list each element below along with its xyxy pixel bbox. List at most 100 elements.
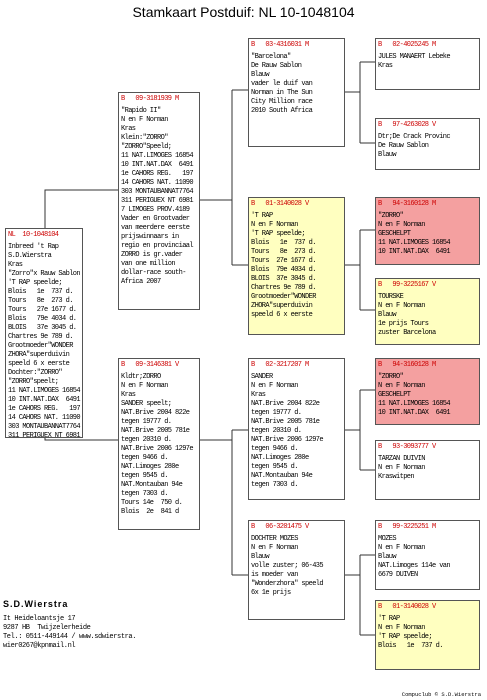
ring-number: NL 10-1048104 xyxy=(8,231,59,239)
pigeon-info: Blauw xyxy=(251,553,270,561)
pigeon-info: "Wonderzhora" speeld xyxy=(251,580,324,588)
pigeon-info: prijswinnaars in xyxy=(121,233,179,241)
pigeon-info: 10 INT.NAT.DAX 6491 xyxy=(121,161,194,169)
pigeon-info: Tours 27e 1677 d. xyxy=(8,306,77,314)
pigeon-info: Blauw xyxy=(378,151,397,159)
pigeon-info: Kraswitpen xyxy=(378,473,415,481)
pigeon-info: N en F Norman xyxy=(251,382,298,390)
pigeon-info: 311 PERIGUEX NT 6981 xyxy=(8,432,81,438)
pigeon-info: N en F Norman xyxy=(378,221,425,229)
pigeon-info: N en F Norman xyxy=(378,464,425,472)
pigeon-info: van meerdere eerste xyxy=(121,224,190,232)
pigeon-info: MOZES xyxy=(378,535,397,543)
connector xyxy=(44,189,118,441)
pigeon-info: Dochter:"ZORRO" xyxy=(8,369,63,377)
pigeon-info: 303 MONTAUBANNAT7764 xyxy=(8,423,81,431)
pigeon-info: speeld 6 x eerste xyxy=(8,360,70,368)
pigeon-info: Blois 1e 737 d. xyxy=(378,642,443,650)
pigeon-info: "ZORRO" xyxy=(378,373,404,381)
pigeon-info: NAT.Montauban 94e xyxy=(121,481,183,489)
pigeon-info: Blauw xyxy=(378,553,397,561)
ring-number: B 99-3225167 V xyxy=(378,281,436,289)
pigeon-info: 303 MONTAUBANNAT7764 xyxy=(121,188,194,196)
pigeon-info: Kras xyxy=(121,391,136,399)
pigeon-box: NL 10-1048104 Inbreed 't Rap S.D.Wierstra K… xyxy=(5,228,83,438)
pigeon-info: Kras xyxy=(251,391,266,399)
owner-line: 9287 HB Twijzelerheide xyxy=(3,624,91,632)
pigeon-info: "Barcelona" xyxy=(251,53,291,61)
pigeon-info: vader le duif van xyxy=(251,80,313,88)
pigeon-box: B 99-3225167 V TOURSKE N en F Norman Blauw 1… xyxy=(375,278,480,345)
owner-name: S.D.Wierstra xyxy=(3,599,69,609)
pigeon-info: N en F Norman xyxy=(378,544,425,552)
pigeon-info: NAT.Brive 2004 822e xyxy=(251,400,320,408)
pigeon-info: 11 NAT.LIMOGES 16854 xyxy=(121,152,194,160)
pigeon-info: DOCHTER MOZES xyxy=(251,535,298,543)
pigeon-info: 11 NAT.LIMOGES 16854 xyxy=(378,400,451,408)
connector xyxy=(345,61,375,144)
pigeon-info: Africa 2007 xyxy=(121,278,161,286)
pigeon-info: ZHORA"superduivin xyxy=(8,351,70,359)
ring-number: B 02-4025245 M xyxy=(378,41,436,49)
pigeon-box: B 01-3140028 V 'T RAP N en F Norman 'T RAP … xyxy=(248,197,345,335)
pigeon-info: Kras xyxy=(121,125,136,133)
pigeon-info: Grootmoeder"WONDER xyxy=(8,342,73,350)
pigeon-info: Blauw xyxy=(251,71,270,79)
ring-number: B 06-3201475 V xyxy=(251,523,309,531)
pigeon-info: SANDER xyxy=(251,373,273,381)
pigeon-info: Inbreed 't Rap xyxy=(8,243,59,251)
pigeon-info: Blois 2e 841 d xyxy=(121,508,179,516)
pigeon-info: tegen 20310 d. xyxy=(251,427,302,435)
pigeon-info: 11 NAT.LIMOGES 16854 xyxy=(378,239,451,247)
pigeon-info: volle zuster; 06-435 xyxy=(251,562,324,570)
connector xyxy=(200,429,248,576)
pigeon-info: NAT.Brive 2005 781e xyxy=(251,418,320,426)
pigeon-info: 311 PERIGUEX NT 6981 xyxy=(121,197,194,205)
pigeon-info: NAT.Montauban 94e xyxy=(251,472,313,480)
pigeon-info: Norman in The Sun xyxy=(251,89,313,97)
owner-line: Tel.: 0511-449144 / www.sdwierstra. xyxy=(3,633,137,641)
pigeon-info: NAT.Brive 2004 822e xyxy=(121,409,190,417)
page-title: Stamkaart Postduif: NL 10-1048104 xyxy=(132,4,355,20)
pigeon-info: "Zorro"x Rauw Sablon xyxy=(8,270,81,278)
pigeon-info: Klein:"ZORRO" xyxy=(121,134,168,142)
pigeon-info: ZORRO is gr.vader xyxy=(121,251,183,259)
pigeon-info: 1e CAHORS REG. 197 xyxy=(121,170,194,178)
pigeon-info: tegen 7303 d. xyxy=(121,490,168,498)
pigeon-info: Chartres 9e 789 d. xyxy=(8,333,73,341)
pigeon-info: 1e CAHORS REG. 197 xyxy=(8,405,81,413)
pigeon-info: tegen 9545 d. xyxy=(251,463,298,471)
pigeon-info: Dtr;De Crack Provinc xyxy=(378,133,451,141)
ring-number: B 94-3160128 M xyxy=(378,361,436,369)
ring-number: B 01-3140028 V xyxy=(378,603,436,611)
pigeon-info: N en F Norman xyxy=(378,302,425,310)
pigeon-info: "ZORRO" xyxy=(378,212,404,220)
pigeon-info: N en F Norman xyxy=(121,382,168,390)
pigeon-info: "Rapido II" xyxy=(121,107,161,115)
pigeon-info: S.D.Wierstra xyxy=(8,252,52,260)
pigeon-info: 1e prijs Tours xyxy=(378,320,429,328)
pigeon-info: Tours 14e 750 d. xyxy=(121,499,183,507)
pigeon-info: GESCHELPT xyxy=(378,391,411,399)
pigeon-info: N en F Norman xyxy=(251,221,298,229)
pigeon-box: B 06-3201475 V DOCHTER MOZES N en F Norman… xyxy=(248,520,345,620)
ring-number: B 94-3160128 M xyxy=(378,200,436,208)
pigeon-box: B 93-3093777 V TARZAN DUIVIN N en F Norman… xyxy=(375,440,480,500)
pigeon-info: N en F Norman xyxy=(378,624,425,632)
pigeon-info: Kras xyxy=(378,62,393,70)
pigeon-info: Blois 1e 737 d. xyxy=(251,239,316,247)
pigeon-info: "ZORRO"speelt; xyxy=(8,378,59,386)
pigeon-info: van one million xyxy=(121,260,176,268)
pigeon-info: BLOIS 37e 3045 d. xyxy=(8,324,77,332)
pigeon-info: N en F Norman xyxy=(251,544,298,552)
pigeon-info: tegen 20310 d. xyxy=(121,436,172,444)
pigeon-box: B 03-4316031 M "Barcelona" De Rauw Sablon B… xyxy=(248,38,345,147)
pigeon-info: Blauw xyxy=(378,311,397,319)
ring-number: B 02-3217207 M xyxy=(251,361,309,369)
pigeon-box: B 09-3181939 M "Rapido II" N en F Norman Kr… xyxy=(118,92,200,310)
pigeon-info: Tours 8e 273 d. xyxy=(8,297,73,305)
footer: Compuclub © S.D.Wierstra xyxy=(401,691,481,698)
pigeon-box: B 02-3217207 M SANDER N en F Norman Kras NAT… xyxy=(248,358,345,500)
pigeon-info: tegen 9466 d. xyxy=(251,445,298,453)
pigeon-info: N en F Norman xyxy=(378,382,425,390)
